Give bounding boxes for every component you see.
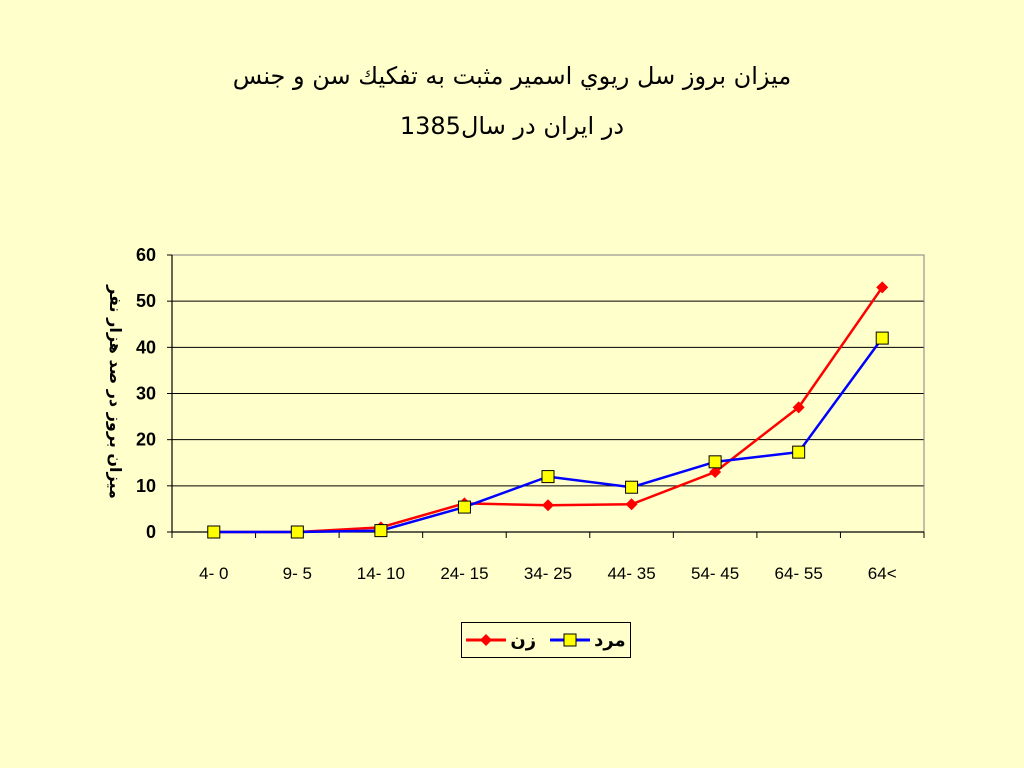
y-tick-labels: 0 10 20 30 40 50 60 — [136, 245, 156, 542]
data-point — [541, 470, 555, 484]
x-tick-label: 35 -44 — [607, 564, 655, 583]
legend-label-women: زن — [510, 629, 537, 651]
series-layer — [207, 281, 889, 539]
data-point — [875, 331, 889, 345]
legend-item-men: مرد — [550, 630, 626, 651]
chart-title-line-1: ميزان بروز سل ريوي اسمير مثبت به تفكيك س… — [232, 62, 792, 90]
grid-lines — [172, 254, 924, 487]
data-point — [625, 498, 638, 511]
y-tick-label: 20 — [136, 430, 156, 450]
y-tick-label: 60 — [136, 245, 156, 265]
axes — [167, 254, 925, 538]
data-point — [792, 445, 806, 459]
data-point — [374, 524, 388, 538]
x-tick-label: 5 -9 — [283, 564, 312, 583]
y-tick-label: 30 — [136, 384, 156, 404]
x-tick-label: 25 -34 — [524, 564, 572, 583]
x-tick-label: 55 -64 — [775, 564, 823, 583]
series-line — [213, 286, 884, 534]
x-tick-label: 15 -24 — [440, 564, 488, 583]
chart-title-line-2: در ايران در سال1385 — [399, 112, 625, 140]
legend-swatch-men — [550, 633, 591, 647]
data-point — [625, 480, 639, 494]
data-point — [708, 455, 722, 469]
data-point — [207, 525, 221, 539]
y-tick-label: 50 — [136, 291, 156, 311]
data-point — [792, 401, 805, 414]
data-point — [709, 465, 722, 478]
legend-item-women: زن — [466, 630, 536, 651]
y-tick-label: 0 — [146, 522, 156, 542]
series-men — [207, 331, 889, 539]
x-tick-label: 10 -14 — [357, 564, 405, 583]
data-point — [876, 281, 889, 294]
data-point — [457, 500, 471, 514]
legend: مرد زن — [461, 622, 631, 658]
x-tick-label: 0 -4 — [199, 564, 228, 583]
x-tick-label: 45 -54 — [691, 564, 739, 583]
data-point — [290, 525, 304, 539]
legend-swatch-women — [466, 634, 507, 646]
y-axis-label: ميزان بروز در صد هزار نفر — [106, 284, 125, 499]
series-women — [207, 281, 889, 538]
y-tick-label: 10 — [136, 476, 156, 496]
data-point — [542, 499, 554, 512]
x-tick-label: >64 — [868, 564, 897, 583]
legend-label-men: مرد — [594, 629, 626, 651]
y-tick-label: 40 — [136, 337, 156, 357]
x-tick-labels: 0 -4 5 -9 10 -14 15 -24 25 -34 35 -44 45 -54 55… — [199, 564, 897, 583]
